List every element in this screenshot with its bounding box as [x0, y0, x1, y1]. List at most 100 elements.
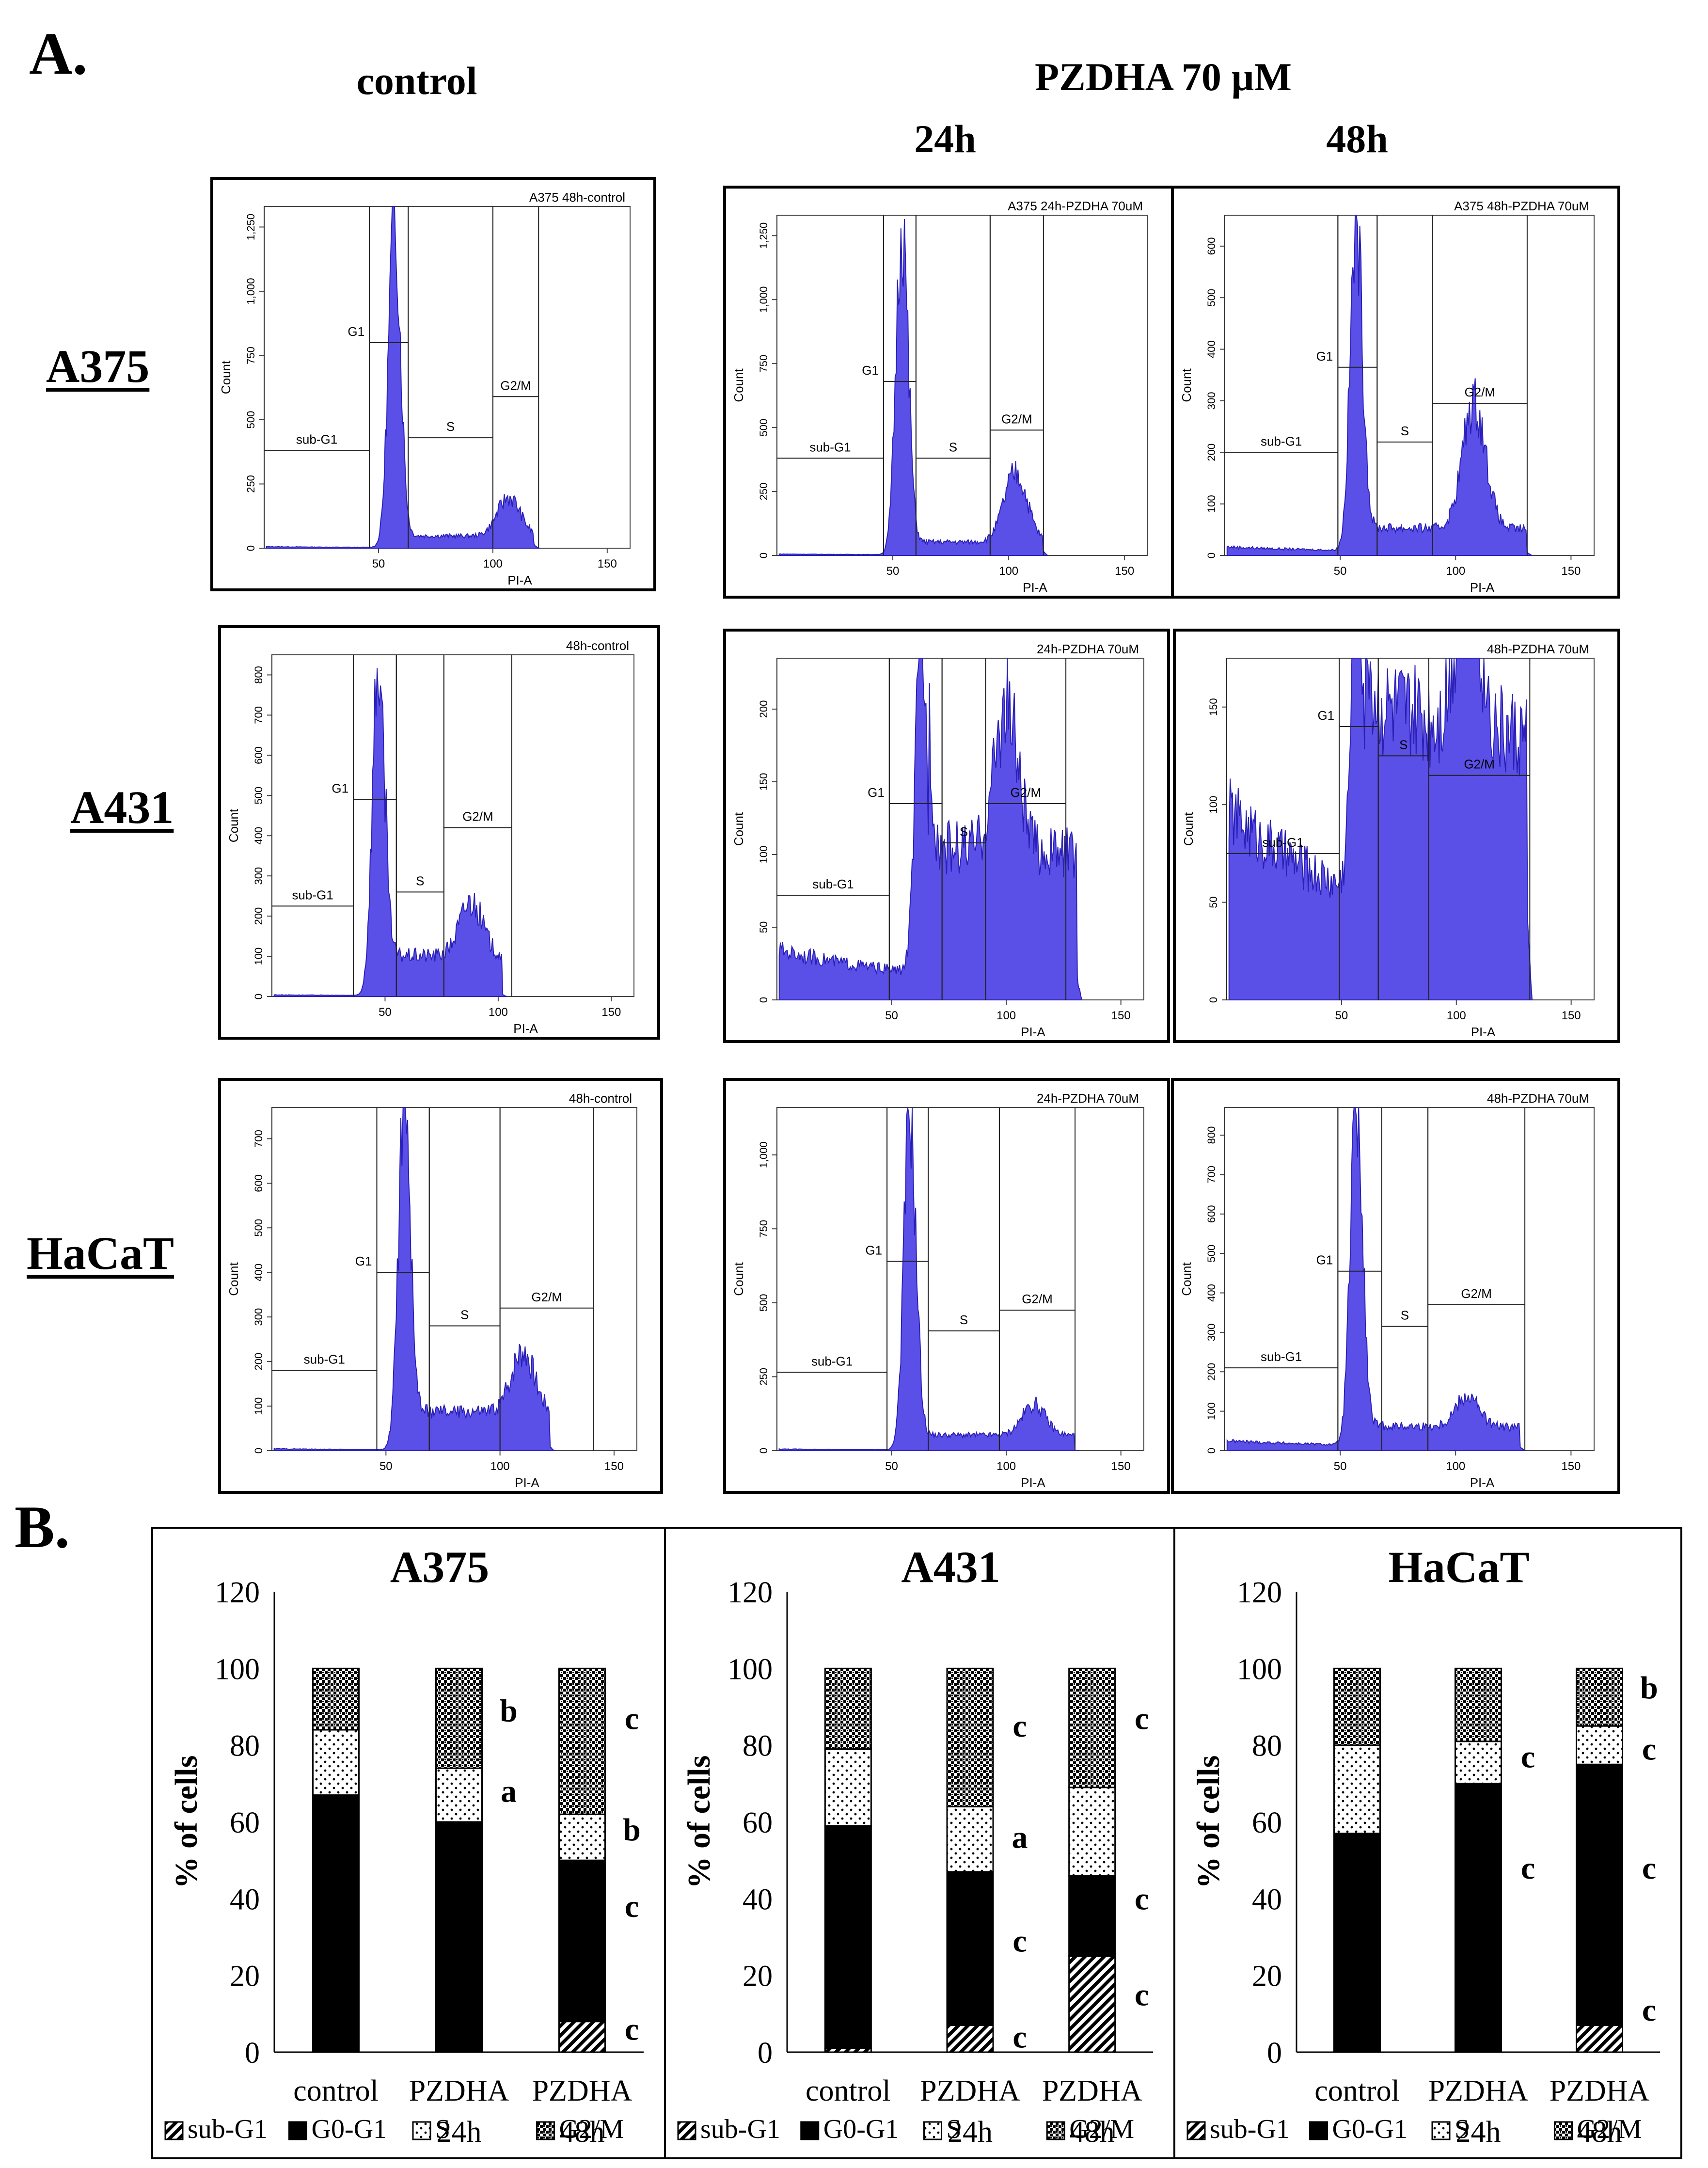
- histogram-title: A375 24h-PZDHA 70uM: [1008, 199, 1143, 213]
- histogram-title: 48h-PZDHA 70uM: [1487, 1091, 1589, 1106]
- y-tick-label: 800: [253, 666, 265, 684]
- y-tick-label: 400: [253, 1264, 265, 1282]
- legend-label: S: [1455, 2114, 1470, 2144]
- y-axis-label: Count: [226, 1262, 241, 1296]
- legend-swatch: [1309, 2121, 1328, 2140]
- significance-letter: c: [1012, 1923, 1027, 1959]
- histogram-area: [1226, 1107, 1525, 1451]
- gate-label: S: [460, 1308, 469, 1322]
- gate-label: G1: [1316, 1253, 1333, 1267]
- bar-segment-g0-g1: [1333, 1833, 1381, 2053]
- y-axis-label: % of cells: [681, 1756, 717, 1889]
- x-tick-label: 150: [1115, 565, 1134, 578]
- histogram-a431-48h: 48h-PZDHA 70uM PI-A Count 50 100 150 0 50 100 150…: [1173, 629, 1620, 1043]
- x-tick-label: control: [1314, 2074, 1400, 2107]
- histogram-title: 48h-PZDHA 70uM: [1487, 642, 1589, 656]
- histogram-area: [273, 1107, 555, 1451]
- legend-label: G0-G1: [312, 2114, 387, 2144]
- histogram-title: 48h-control: [569, 1091, 632, 1106]
- x-tick-label: 100: [483, 557, 503, 570]
- legend-label: S: [947, 2114, 962, 2144]
- x-tick-label: 150: [1561, 1460, 1581, 1473]
- y-tick-label: 40: [743, 1883, 773, 1916]
- x-tick-label: 50: [380, 1460, 393, 1473]
- histogram-title: A375 48h-control: [529, 190, 625, 205]
- histogram-area: [778, 658, 1083, 1000]
- significance-letter: b: [500, 1693, 518, 1728]
- x-tick-label: 50: [886, 565, 900, 578]
- histogram-hacat-control: 48h-control PI-A Count 50 100 150 0 100 200 300 40…: [218, 1078, 663, 1494]
- bar-segment-g0-g1: [1576, 1763, 1623, 2026]
- x-tick-label: 48h: [560, 2116, 605, 2149]
- gate-label: G1: [348, 324, 364, 339]
- y-tick-label: 800: [1205, 1126, 1218, 1144]
- x-tick-label: PZDHA: [1550, 2074, 1650, 2107]
- legend-swatch: [412, 2121, 431, 2140]
- bar-segment-g0-g1: [1455, 1783, 1502, 2053]
- x-tick-label: 50: [885, 1460, 898, 1473]
- gate-label: G1: [868, 785, 885, 800]
- y-tick-label: 500: [1205, 1245, 1218, 1263]
- y-axis-label: Count: [731, 368, 746, 402]
- gate-label: G2/M: [1461, 1286, 1492, 1301]
- gate-label: S: [949, 440, 957, 454]
- gate-label: G2/M: [1464, 385, 1495, 399]
- legend-swatch: [800, 2121, 820, 2140]
- bar-segment-g2-m: [435, 1667, 483, 1769]
- bar-segment-s: [1068, 1787, 1116, 1877]
- x-tick-label: 150: [604, 1460, 624, 1473]
- bar-segment-g0-g1: [946, 1871, 994, 2026]
- y-tick-label: 150: [758, 773, 770, 791]
- panel-label-a: A.: [29, 20, 88, 87]
- x-tick-label: 48h: [1577, 2116, 1622, 2149]
- histogram-title: 48h-control: [566, 638, 629, 653]
- histogram-hacat-48h: 48h-PZDHA 70uM PI-A Count 50 100 150 0 100 200 30…: [1171, 1078, 1620, 1494]
- y-tick-label: 80: [230, 1730, 260, 1763]
- y-tick-label: 0: [758, 997, 770, 1003]
- y-tick-label: 0: [1205, 1448, 1218, 1454]
- histogram-title: 24h-PZDHA 70uM: [1037, 642, 1139, 656]
- x-tick-label: 150: [601, 1006, 621, 1019]
- y-tick-label: 500: [758, 1294, 770, 1312]
- significance-letter: c: [625, 2012, 639, 2047]
- column-header-48h: 48h: [1326, 117, 1388, 161]
- histogram-area: [778, 1107, 1080, 1451]
- gate-label: G1: [355, 1254, 372, 1268]
- significance-letter: a: [501, 1774, 517, 1809]
- histogram-area: [266, 206, 540, 549]
- gate-label: G2/M: [500, 378, 531, 393]
- x-tick-label: 100: [490, 1460, 510, 1473]
- x-tick-label: 150: [1111, 1460, 1131, 1473]
- row-label-hacat: HaCaT: [27, 1227, 174, 1279]
- y-tick-label: 100: [1205, 1402, 1218, 1420]
- x-axis-label: PI-A: [1470, 1475, 1495, 1490]
- y-tick-label: 1,250: [758, 222, 770, 249]
- bar-segment-s: [1333, 1744, 1381, 1835]
- y-tick-label: 250: [758, 1368, 770, 1386]
- y-tick-label: 700: [1205, 1166, 1218, 1184]
- plot-frame: [271, 1107, 637, 1451]
- y-tick-label: 300: [253, 867, 265, 885]
- plot-frame: [1224, 1107, 1595, 1451]
- x-axis-label: PI-A: [1471, 1025, 1496, 1039]
- row-label-a375: A375: [46, 340, 150, 392]
- bar-segment-g2-m: [312, 1667, 360, 1731]
- gate-label: sub-G1: [811, 1354, 853, 1368]
- histogram-a431-24h: 24h-PZDHA 70uM PI-A Count 50 100 150 0 50 100 150…: [723, 629, 1170, 1043]
- x-tick-label: PZDHA: [409, 2074, 509, 2107]
- gate-label: sub-G1: [1262, 835, 1303, 850]
- bar-segment-g0-g1: [558, 1859, 606, 2023]
- bar-segment-s: [1576, 1725, 1623, 1765]
- significance-letter: a: [1012, 1820, 1028, 1855]
- x-tick-label: 24h: [437, 2116, 482, 2149]
- bar-segment-g0-g1: [1068, 1875, 1116, 1957]
- x-tick-label: 50: [379, 1006, 392, 1019]
- histogram-area: [1228, 658, 1533, 1000]
- gate-label: sub-G1: [304, 1352, 345, 1366]
- x-tick-label: PZDHA: [920, 2074, 1020, 2107]
- gate-label: sub-G1: [1261, 434, 1302, 448]
- y-tick-label: 120: [727, 1576, 773, 1609]
- y-tick-label: 0: [253, 1448, 265, 1454]
- y-tick-label: 0: [758, 2037, 773, 2070]
- y-tick-label: 150: [1207, 698, 1219, 716]
